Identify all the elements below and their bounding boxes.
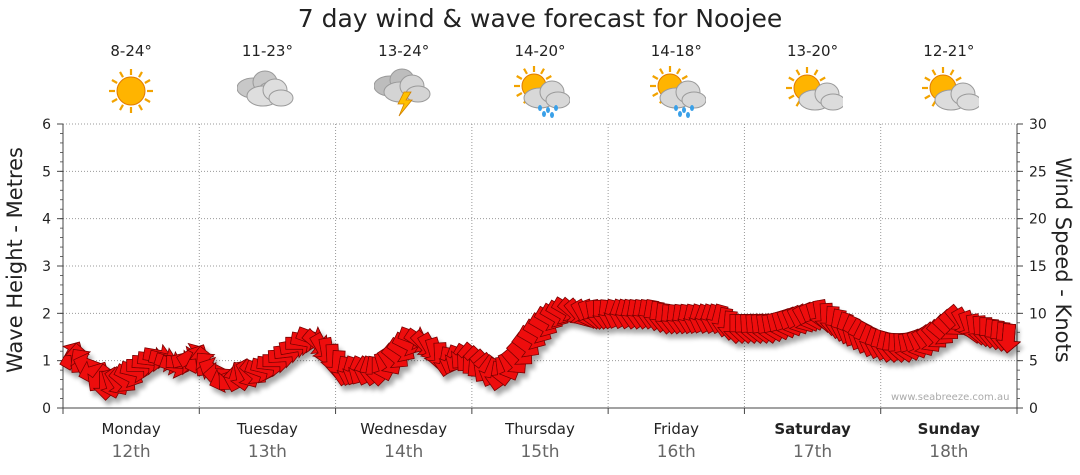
y-tick-label-left: 4: [42, 212, 51, 228]
y-tick-label-right: 15: [1029, 259, 1047, 275]
y-tick-label-left: 5: [42, 164, 51, 180]
wind-arrow: [995, 323, 1022, 354]
y-tick-label-right: 20: [1029, 212, 1047, 228]
temperature-range: 11-23°: [241, 42, 293, 60]
y-tick-label-left: 6: [42, 117, 51, 133]
day-name: Wednesday: [360, 420, 448, 438]
y-tick-label-right: 5: [1029, 354, 1038, 370]
day-date: 13th: [247, 442, 287, 462]
day-name: Sunday: [917, 420, 981, 438]
day-date: 15th: [520, 442, 560, 462]
sun-shower-icon: [514, 66, 570, 118]
y-axis-right-title: Wind Speed - Knots: [1051, 157, 1075, 363]
weather-summary-thursday: 14-20°: [490, 42, 590, 118]
day-date: 17th: [793, 442, 833, 462]
weather-summary-friday: 14-18°: [626, 42, 726, 118]
temperature-range: 13-24°: [378, 42, 430, 60]
day-name: Tuesday: [236, 420, 298, 438]
y-axis-left-title: Wave Height - Metres: [3, 147, 27, 373]
day-label-saturday: Saturday 17th: [753, 420, 873, 462]
weather-summary-tuesday: 11-23°: [217, 42, 317, 118]
wind-arrows: [59, 296, 1022, 401]
day-label-friday: Friday 16th: [616, 420, 736, 462]
y-tick-label-left: 2: [42, 306, 51, 322]
weather-summary-wednesday: 13-24°: [354, 42, 454, 118]
day-label-wednesday: Wednesday 14th: [344, 420, 464, 462]
sun-shower-icon: [650, 66, 707, 118]
y-tick-label-left: 1: [42, 354, 51, 370]
temperature-range: 13-20°: [787, 42, 839, 60]
temperature-range: 14-20°: [514, 42, 566, 60]
day-label-tuesday: Tuesday 13th: [207, 420, 327, 462]
weather-summary-saturday: 13-20°: [763, 42, 863, 118]
weather-summary-sunday: 12-21°: [899, 42, 999, 118]
day-label-monday: Monday 12th: [71, 420, 191, 462]
day-name: Monday: [101, 420, 161, 438]
page-title: 7 day wind & wave forecast for Noojee: [297, 4, 783, 33]
weather-summary-monday: 8-24°: [81, 42, 181, 118]
day-name: Saturday: [774, 420, 851, 438]
day-label-sunday: Sunday 18th: [889, 420, 1009, 462]
day-date: 12th: [111, 442, 151, 462]
y-tick-label-right: 10: [1029, 306, 1047, 322]
y-tick-label-right: 25: [1029, 164, 1047, 180]
day-date: 14th: [384, 442, 424, 462]
sun-icon: [109, 69, 154, 113]
day-date: 16th: [656, 442, 696, 462]
y-tick-label-right: 0: [1029, 401, 1038, 417]
storm-icon: [373, 68, 431, 117]
temperature-range: 12-21°: [923, 42, 975, 60]
day-name: Thursday: [505, 420, 575, 438]
y-tick-label-left: 0: [42, 401, 51, 417]
temperature-range: 14-18°: [650, 42, 702, 60]
cloud-icon: [237, 70, 294, 107]
day-label-thursday: Thursday 15th: [480, 420, 600, 462]
y-tick-label-left: 3: [42, 259, 51, 275]
partly-cloudy-icon: [921, 67, 979, 111]
partly-cloudy-icon: [785, 67, 843, 111]
temperature-range: 8-24°: [110, 42, 152, 60]
y-tick-label-right: 30: [1029, 117, 1047, 133]
chart-grid: [63, 123, 1017, 408]
watermark: www.seabreeze.com.au: [891, 392, 1010, 403]
chart-axes: 0 1 2 3 4 5 6 0 5 10 15 20 25 30: [42, 117, 1047, 417]
day-name: Friday: [653, 420, 700, 438]
day-date: 18th: [929, 442, 969, 462]
